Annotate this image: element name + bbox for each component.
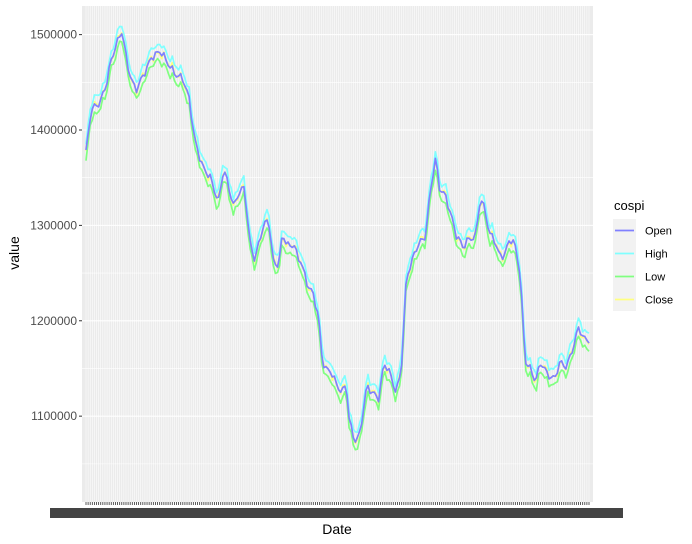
x-tick-labels-overplotted [50,508,623,518]
y-tick-label: 1200000 [30,314,77,328]
legend-title: cospi [614,198,644,213]
legend-label: High [645,249,668,261]
series-line-high [85,25,590,434]
y-axis-title: value [6,236,22,270]
series-line-low [85,40,590,451]
y-tick-label: 1400000 [30,123,77,137]
y-tick-label: 1500000 [30,28,77,42]
y-tick-label: 1300000 [30,218,77,232]
x-axis [50,502,623,518]
legend-label: Close [645,295,673,307]
legend-label: Low [645,272,665,284]
y-tick-label: 1100000 [31,409,77,423]
grid-major [82,6,593,502]
series-line-open [85,33,590,444]
grid-minor [82,82,593,465]
legend-label: Open [645,226,672,238]
y-axis: 1100000 1200000 1300000 1400000 1500000 [30,28,82,423]
x-axis-title: Date [322,521,352,537]
legend: cospi Open High Low Close [613,198,673,311]
series-lines [85,25,590,451]
